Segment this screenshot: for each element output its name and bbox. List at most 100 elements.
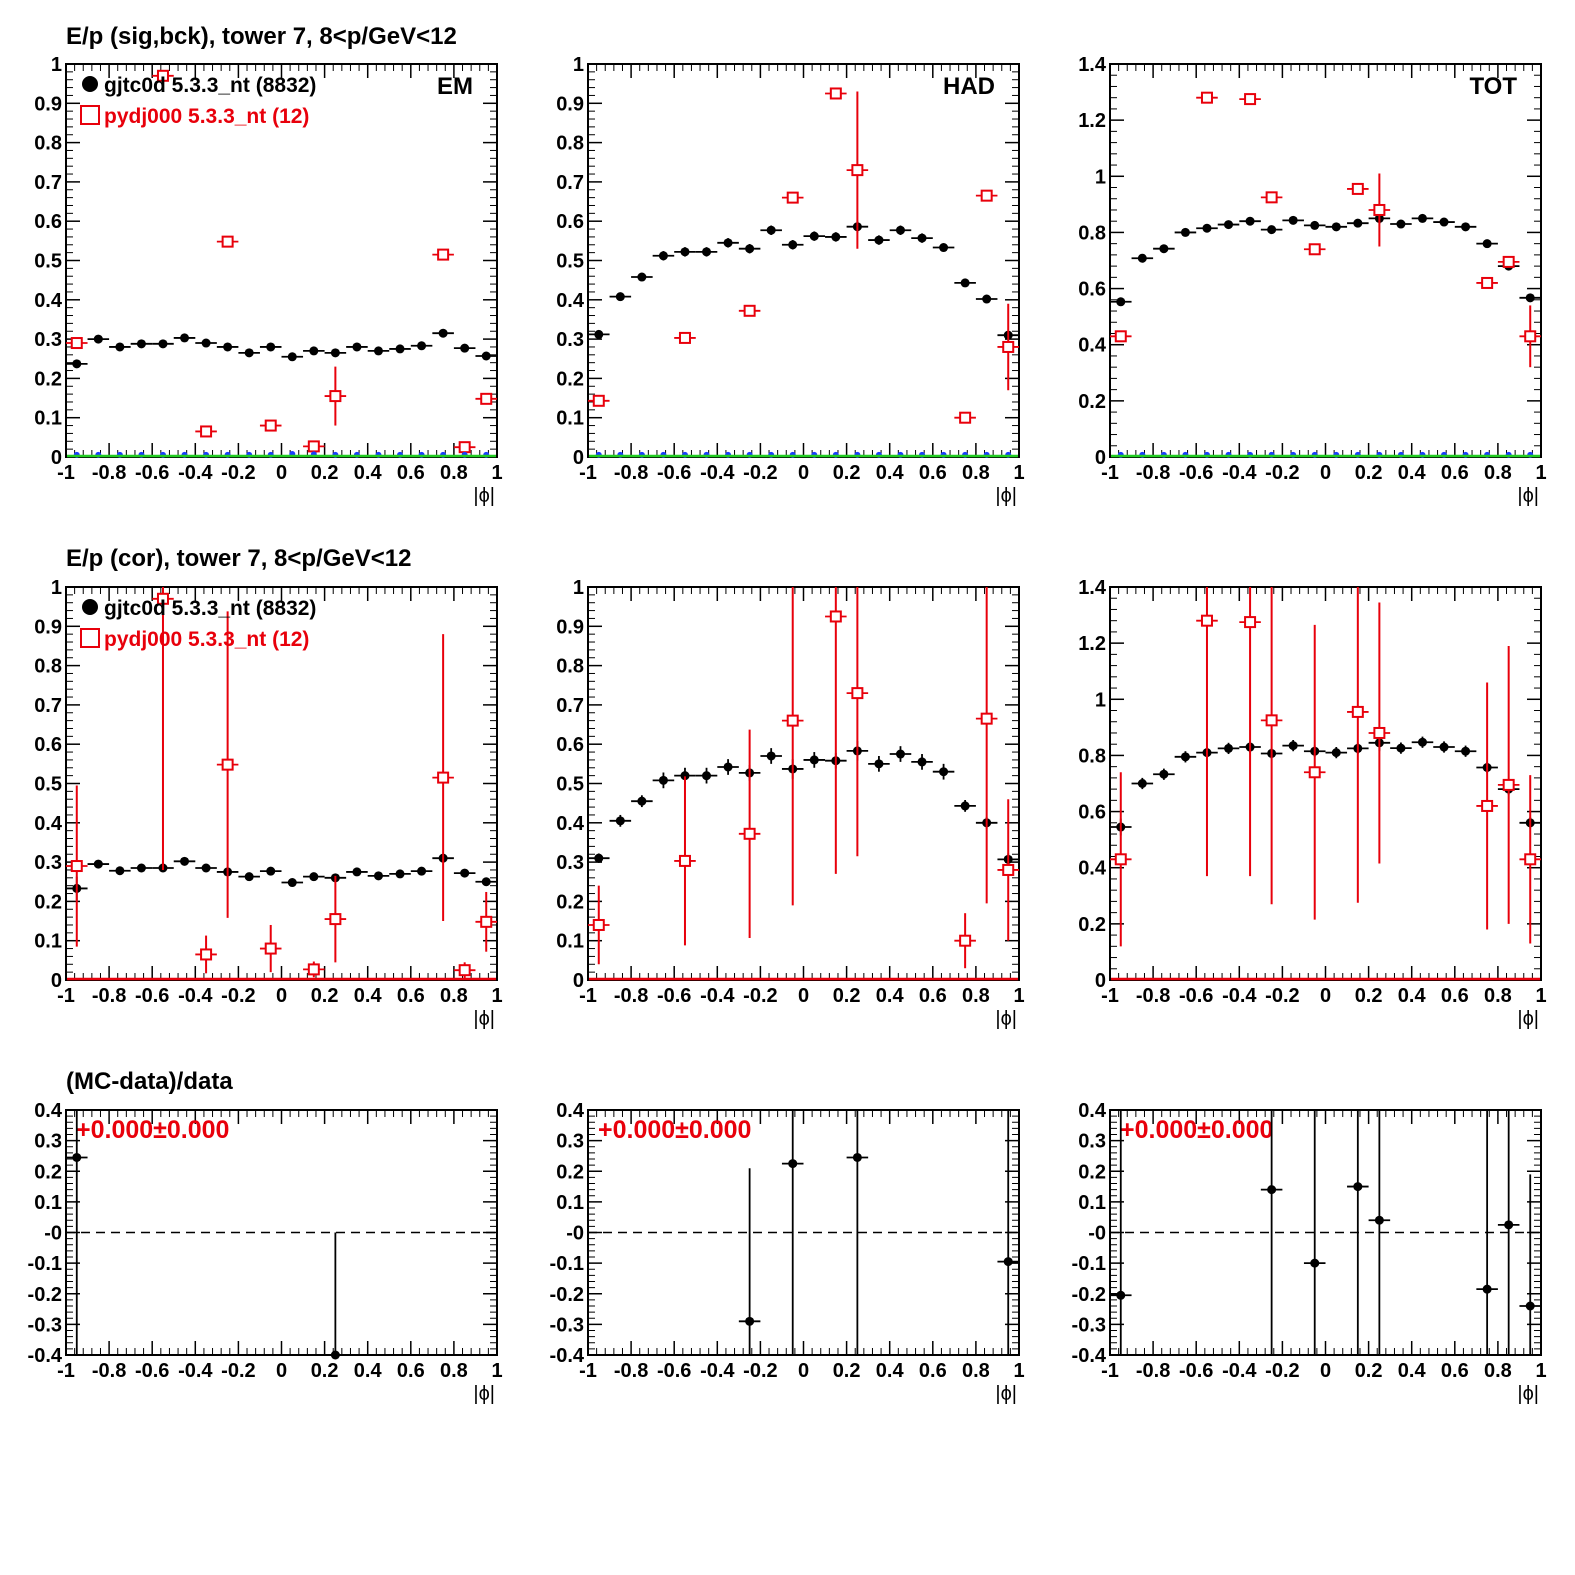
data-point: [72, 1152, 82, 1162]
data-point: [1288, 741, 1298, 751]
x-tick-label: -1: [1101, 462, 1119, 484]
mc-point: [678, 331, 691, 344]
panel-grid: 00.10.20.30.40.50.60.70.80.91-1 -0.8 -0.6-…: [28, 54, 1547, 1405]
y-tick-label: 0: [573, 970, 584, 992]
row-title-bottom: (MC-data)/data: [66, 1068, 233, 1095]
data-point: [481, 877, 491, 887]
y-tick-label: 0.4: [556, 813, 585, 835]
data-point: [745, 244, 755, 254]
y-tick-label: -0.3: [550, 1314, 584, 1336]
mc-point: [156, 69, 169, 82]
x-tick-label: -1: [579, 985, 597, 1007]
data-point: [136, 863, 146, 873]
x-tick-label: -1: [579, 1360, 597, 1382]
y-tick-label: 0.6: [556, 734, 584, 756]
y-tick-label: 0: [51, 447, 62, 469]
y-tick-label: 0.5: [34, 774, 62, 796]
mc-point: [980, 712, 993, 725]
mc-point: [221, 235, 234, 248]
mc-point: [1265, 191, 1278, 204]
data-point: [438, 328, 448, 338]
mc-point: [1351, 705, 1364, 718]
y-tick-label: 0.2: [34, 368, 62, 390]
chart-panel-4: 00.10.20.30.40.50.60.70.80.91-1 -0.8 -0.6-…: [34, 577, 502, 1030]
mc-point: [1200, 91, 1213, 104]
data-point: [1482, 239, 1492, 249]
data-point: [1482, 1284, 1492, 1294]
data-point: [766, 751, 776, 761]
data-point: [1288, 215, 1298, 225]
x-tick-label: -0.6: [1179, 1360, 1213, 1382]
data-point: [874, 235, 884, 245]
mc-point: [437, 248, 450, 261]
x-tick-label: -0.2: [221, 462, 255, 484]
data-point: [244, 348, 254, 358]
x-tick-label: 0.2: [1355, 1360, 1383, 1382]
data-point: [1310, 1258, 1320, 1268]
data-point: [417, 341, 427, 351]
data-point: [417, 866, 427, 876]
x-tick-label: -0.6: [135, 1360, 169, 1382]
x-tick-label: -1: [1101, 1360, 1119, 1382]
plot-frame: [587, 586, 1020, 981]
y-tick-label: 1.2: [1078, 633, 1106, 655]
mc-point: [70, 337, 83, 350]
chart-panel-3: 0 0.2 0.4 0.6 0.8 1 1.2 1.4 -1 -0.8 -0.6 -0.4 -0.2 0 0…: [1078, 54, 1546, 507]
data-point: [939, 767, 949, 777]
data-point: [831, 232, 841, 242]
data-point: [481, 351, 491, 361]
x-tick-label: 0: [1320, 462, 1331, 484]
x-tick-label: 1: [1535, 462, 1546, 484]
y-tick-label: 0.4: [1078, 335, 1107, 357]
data-point: [960, 278, 970, 288]
y-tick-label: -0.2: [1072, 1284, 1106, 1306]
data-point: [1180, 752, 1190, 762]
data-point: [1525, 293, 1535, 303]
data-point: [93, 334, 103, 344]
x-tick-label: 0.2: [311, 1360, 339, 1382]
data-point: [745, 1316, 755, 1326]
y-tick-label: -0: [566, 1223, 584, 1245]
data-point: [895, 749, 905, 759]
x-axis-title: |ϕ|: [995, 1383, 1017, 1405]
mc-point: [1308, 243, 1321, 256]
mc-point: [200, 425, 213, 438]
y-tick-label: -0.4: [550, 1345, 585, 1367]
data-point: [1267, 225, 1277, 235]
data-point: [1504, 1220, 1514, 1230]
x-tick-label: 0.8: [962, 1360, 990, 1382]
y-tick-label: 0.2: [556, 368, 584, 390]
x-tick-label: 0: [276, 985, 287, 1007]
mc-point: [786, 191, 799, 204]
x-tick-label: -0.4: [700, 985, 735, 1007]
data-point: [658, 251, 668, 261]
mc-point: [743, 827, 756, 840]
data-point: [1310, 220, 1320, 230]
data-point: [201, 863, 211, 873]
x-tick-label: 1: [1013, 1360, 1024, 1382]
y-tick-label: -0.4: [1072, 1345, 1107, 1367]
x-tick-label: 0.6: [919, 462, 947, 484]
data-point: [72, 359, 82, 369]
mc-point: [959, 934, 972, 947]
y-tick-label: 0.3: [34, 329, 62, 351]
y-tick-label: 0.5: [34, 251, 62, 273]
x-tick-label: -0.8: [1136, 462, 1170, 484]
data-point: [1417, 737, 1427, 747]
x-tick-label: -0.2: [221, 985, 255, 1007]
x-axis-title: |ϕ|: [995, 1008, 1017, 1030]
x-tick-label: 0.8: [1484, 985, 1512, 1007]
x-tick-label: 0.6: [1441, 1360, 1469, 1382]
chart-panel-7: -0.4 -0.3 -0.2 -0.1 -0 0.1 0.2 0.3 0.4 -1 -0.8 -0.6…: [28, 1100, 503, 1405]
x-axis-title: |ϕ|: [995, 485, 1017, 507]
x-axis-title: |ϕ|: [473, 1008, 495, 1030]
mc-point: [480, 915, 493, 928]
x-tick-label: -0.6: [1179, 462, 1213, 484]
mc-point: [480, 392, 493, 405]
ratio-fit-label: +0.000±0.000: [1120, 1116, 1273, 1144]
x-tick-label: -0.4: [178, 462, 213, 484]
y-tick-label: 1.4: [1078, 577, 1107, 599]
x-tick-label: 1: [491, 462, 502, 484]
data-point: [352, 342, 362, 352]
x-tick-label: 0.6: [919, 1360, 947, 1382]
